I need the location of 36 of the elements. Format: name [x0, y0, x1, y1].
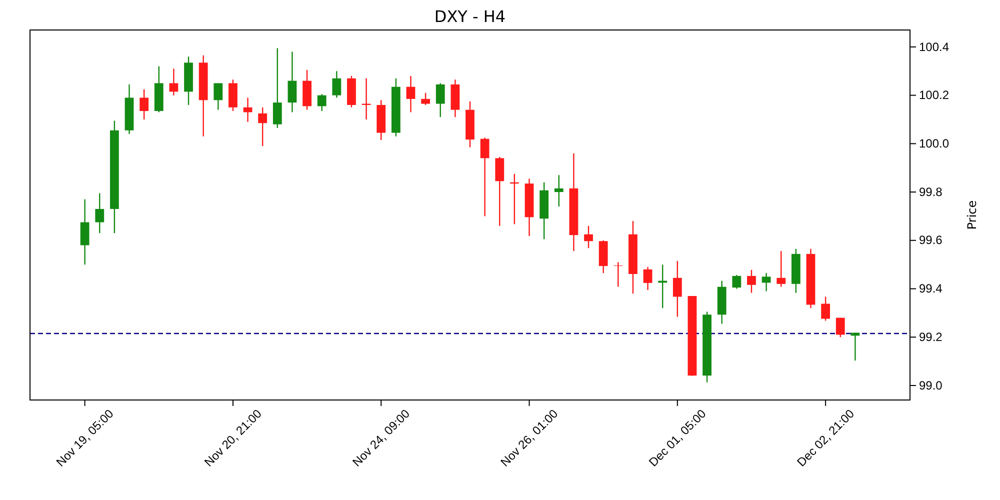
- candlestick: [80, 198, 90, 266]
- candlestick: [258, 106, 268, 147]
- candlestick: [821, 296, 830, 322]
- candlestick: [495, 156, 504, 226]
- candlestick: [288, 51, 297, 113]
- candlestick: [732, 274, 742, 290]
- candlestick: [776, 250, 786, 288]
- candlestick: [421, 92, 430, 106]
- y-tick-label: 100.0: [919, 136, 950, 150]
- y-tick-label: 100.4: [919, 40, 950, 54]
- candlestick: [95, 192, 104, 234]
- candlestick: [614, 262, 623, 288]
- candlestick: [672, 260, 682, 318]
- candlestick: [272, 48, 282, 129]
- candlestick: [436, 82, 445, 118]
- candlestick: [747, 269, 756, 294]
- y-tick-label: 100.2: [919, 88, 950, 102]
- y-tick-label: 99.0: [919, 378, 943, 392]
- y-tick-label: 99.8: [919, 184, 943, 199]
- candlestick: [317, 93, 326, 112]
- candlestick: [584, 225, 593, 249]
- candlestick: [406, 75, 416, 113]
- y-tick-label: 99.4: [919, 282, 943, 296]
- candlestick: [762, 272, 771, 292]
- y-axis-title: Price: [965, 200, 979, 230]
- candlestick: [214, 82, 223, 110]
- candlestick: [140, 88, 149, 120]
- candlestick: [480, 137, 490, 217]
- candlestick: [332, 70, 342, 98]
- chart-title: DXY - H4: [434, 7, 506, 26]
- y-tick-label: 99.6: [919, 233, 943, 248]
- candlestick: [643, 266, 652, 291]
- candlestick: [836, 317, 845, 338]
- candlestick: [169, 68, 178, 96]
- candlestick: [554, 174, 564, 208]
- y-tick-label: 99.2: [919, 330, 943, 344]
